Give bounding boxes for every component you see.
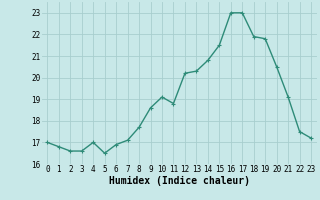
X-axis label: Humidex (Indice chaleur): Humidex (Indice chaleur) [109,176,250,186]
